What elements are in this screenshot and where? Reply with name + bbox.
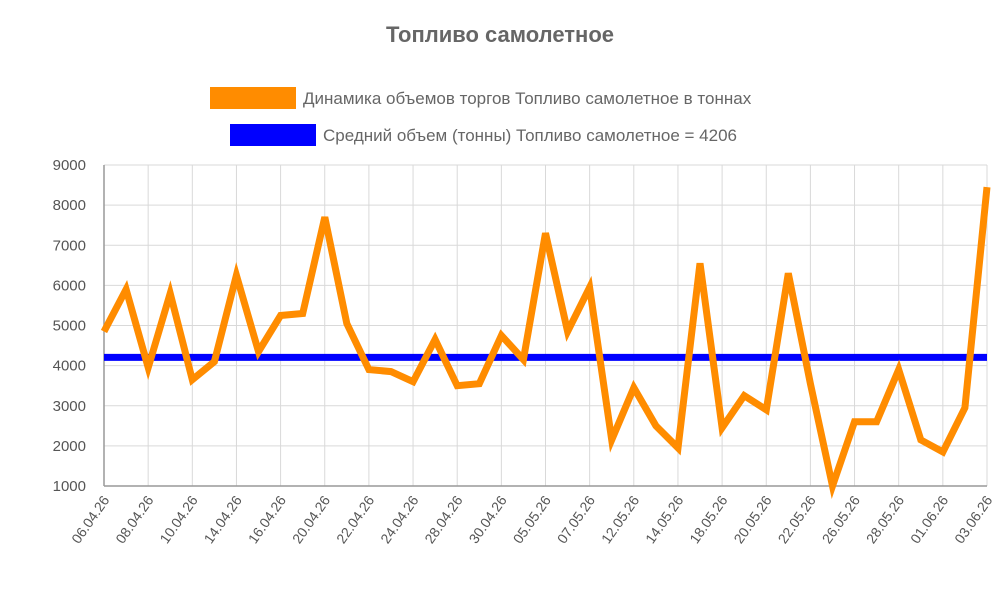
x-tick-label: 05.05.26 [510, 492, 554, 546]
data-point [189, 377, 195, 383]
y-tick-label: 7000 [53, 237, 86, 254]
data-point [675, 445, 681, 451]
data-point [962, 405, 968, 411]
x-tick-label: 06.04.26 [68, 492, 112, 546]
y-tick-label: 6000 [53, 277, 86, 294]
data-point [256, 349, 262, 355]
y-tick-label: 5000 [53, 318, 86, 335]
data-point [432, 337, 438, 343]
data-point [984, 184, 990, 190]
y-tick-label: 4000 [53, 358, 86, 375]
x-tick-label: 24.04.26 [377, 492, 421, 546]
data-point [785, 270, 791, 276]
data-point [322, 214, 328, 220]
data-point [167, 290, 173, 296]
data-point [587, 284, 593, 290]
x-tick-label: 12.05.26 [598, 492, 642, 546]
data-point [476, 381, 482, 387]
data-point [410, 379, 416, 385]
gridlines [103, 164, 988, 487]
x-tick-label: 22.05.26 [774, 492, 818, 546]
data-point [631, 385, 637, 391]
x-tick-label: 01.06.26 [907, 492, 951, 546]
data-point [697, 260, 703, 266]
data-point [565, 329, 571, 335]
data-point [101, 329, 107, 335]
x-tick-label: 20.05.26 [730, 492, 774, 546]
data-point [278, 312, 284, 318]
data-point [388, 369, 394, 375]
x-tick-label: 28.04.26 [421, 492, 465, 546]
x-tick-label: 22.04.26 [333, 492, 377, 546]
data-point [145, 365, 151, 371]
data-point [741, 393, 747, 399]
x-tick-label: 03.06.26 [951, 492, 995, 546]
series-lines [100, 186, 991, 500]
y-tick-label: 9000 [53, 157, 86, 174]
volume-series-line [100, 186, 991, 500]
data-point [543, 230, 549, 236]
legend-swatch-volume [210, 87, 296, 109]
data-point [211, 359, 217, 365]
y-tick-label: 1000 [53, 478, 86, 495]
chart-title: Топливо самолетное [386, 22, 614, 47]
x-tick-labels: 06.04.26 08.04.26 10.04.26 14.04.26 16.04.26… [68, 492, 995, 546]
data-point [874, 419, 880, 425]
data-point [366, 367, 372, 373]
x-tick-label: 07.05.26 [554, 492, 598, 546]
x-tick-label: 20.04.26 [289, 492, 333, 546]
legend-label-average: Средний объем (тонны) Топливо самолетное… [323, 126, 737, 145]
data-point [852, 419, 858, 425]
x-tick-label: 28.05.26 [863, 492, 907, 546]
y-tick-labels: 1000 2000 3000 4000 5000 6000 7000 8000 9000 [53, 157, 86, 495]
data-point [918, 437, 924, 443]
x-tick-label: 08.04.26 [112, 492, 156, 546]
y-tick-label: 8000 [53, 197, 86, 214]
data-point [653, 423, 659, 429]
legend-label-volume: Динамика объемов торгов Топливо самолетн… [303, 89, 752, 108]
x-tick-label: 16.04.26 [245, 492, 289, 546]
data-point [454, 383, 460, 389]
data-point [609, 437, 615, 443]
data-point [719, 425, 725, 431]
data-point [896, 367, 902, 373]
data-point [344, 320, 350, 326]
y-tick-label: 3000 [53, 398, 86, 415]
data-point [520, 357, 526, 363]
data-point [763, 407, 769, 413]
data-point [829, 483, 835, 489]
data-point [300, 310, 306, 316]
x-tick-label: 14.05.26 [642, 492, 686, 546]
y-tick-label: 2000 [53, 438, 86, 455]
x-tick-label: 10.04.26 [156, 492, 200, 546]
x-tick-label: 18.05.26 [686, 492, 730, 546]
data-point [233, 272, 239, 278]
data-point [807, 381, 813, 387]
data-point [940, 449, 946, 455]
data-point [498, 333, 504, 339]
data-point [123, 286, 129, 292]
x-tick-label: 26.05.26 [819, 492, 863, 546]
x-tick-label: 14.04.26 [201, 492, 245, 546]
legend-swatch-average [230, 124, 316, 146]
x-tick-label: 30.04.26 [465, 492, 509, 546]
